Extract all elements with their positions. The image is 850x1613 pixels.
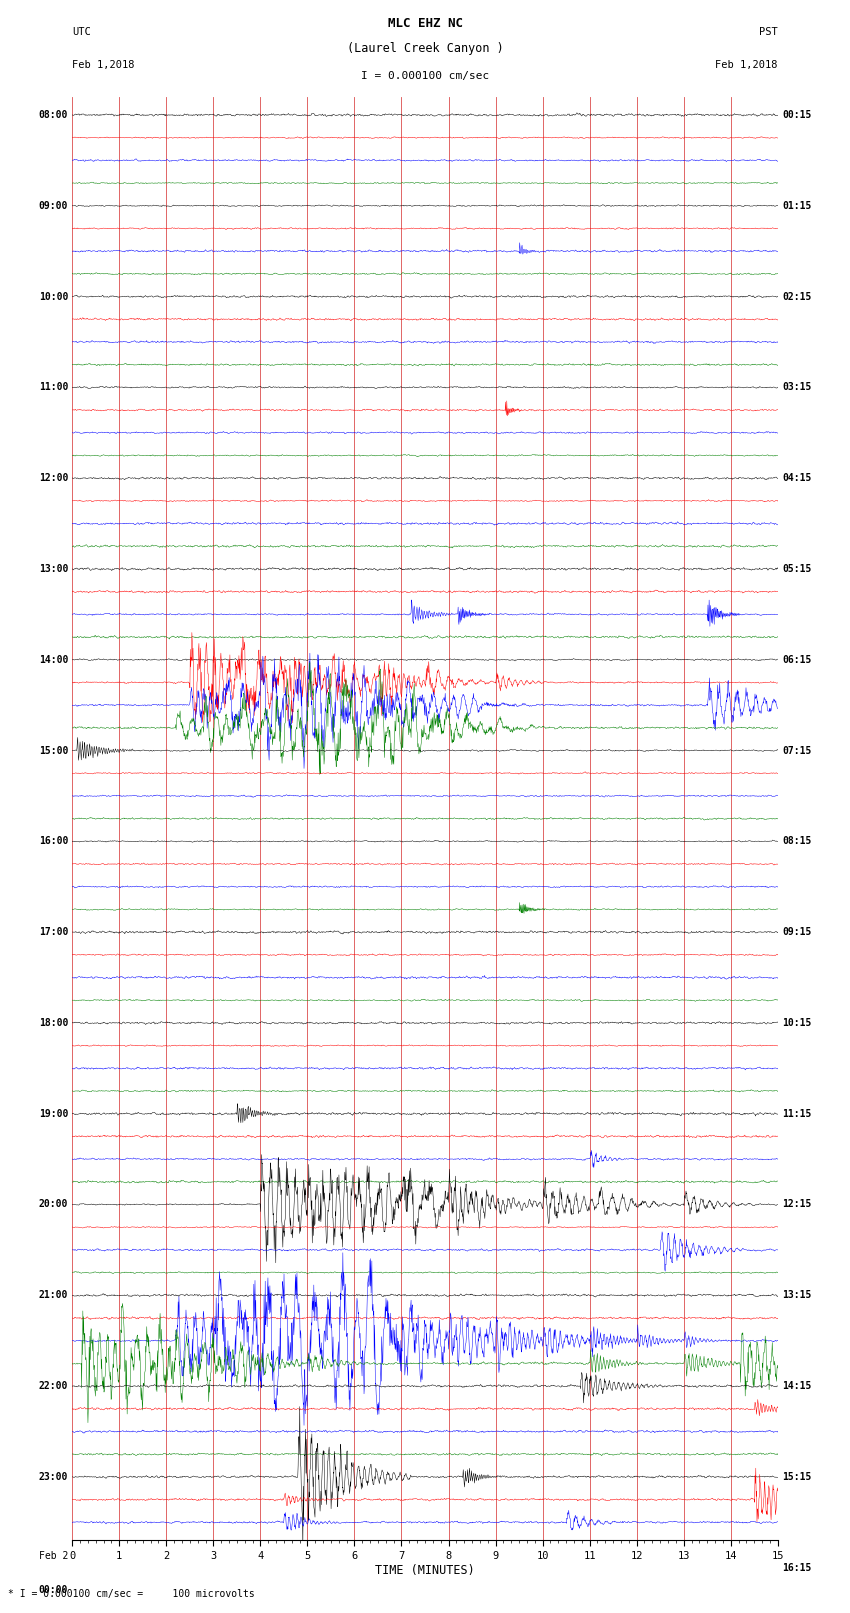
Text: 12:00: 12:00: [38, 473, 68, 484]
Text: 22:00: 22:00: [38, 1381, 68, 1390]
Text: 10:00: 10:00: [38, 292, 68, 302]
Text: 08:15: 08:15: [782, 836, 812, 847]
Text: 01:15: 01:15: [782, 200, 812, 211]
Text: 15:00: 15:00: [38, 745, 68, 755]
Text: 12:15: 12:15: [782, 1200, 812, 1210]
Text: 14:15: 14:15: [782, 1381, 812, 1390]
Text: UTC: UTC: [72, 27, 91, 37]
Text: 02:15: 02:15: [782, 292, 812, 302]
Text: 17:00: 17:00: [38, 927, 68, 937]
Text: 11:00: 11:00: [38, 382, 68, 392]
Text: 00:00: 00:00: [38, 1586, 68, 1595]
Text: MLC EHZ NC: MLC EHZ NC: [388, 16, 462, 29]
Text: 16:15: 16:15: [782, 1563, 812, 1573]
Text: 23:00: 23:00: [38, 1471, 68, 1482]
Text: 20:00: 20:00: [38, 1200, 68, 1210]
Text: 09:15: 09:15: [782, 927, 812, 937]
Text: 00:15: 00:15: [782, 110, 812, 119]
Text: 06:15: 06:15: [782, 655, 812, 665]
Text: 10:15: 10:15: [782, 1018, 812, 1027]
Text: 07:15: 07:15: [782, 745, 812, 755]
Text: 09:00: 09:00: [38, 200, 68, 211]
Text: 11:15: 11:15: [782, 1108, 812, 1119]
Text: 05:15: 05:15: [782, 565, 812, 574]
Text: 13:00: 13:00: [38, 565, 68, 574]
Text: 13:15: 13:15: [782, 1290, 812, 1300]
Text: 21:00: 21:00: [38, 1290, 68, 1300]
Text: I = 0.000100 cm/sec: I = 0.000100 cm/sec: [361, 71, 489, 81]
Text: Feb 1,2018: Feb 1,2018: [715, 60, 778, 69]
Text: 16:00: 16:00: [38, 836, 68, 847]
Text: 14:00: 14:00: [38, 655, 68, 665]
Text: 08:00: 08:00: [38, 110, 68, 119]
Text: PST: PST: [759, 27, 778, 37]
Text: * I = 0.000100 cm/sec =     100 microvolts: * I = 0.000100 cm/sec = 100 microvolts: [8, 1589, 255, 1598]
Text: 03:15: 03:15: [782, 382, 812, 392]
Text: Feb 2: Feb 2: [38, 1552, 68, 1561]
X-axis label: TIME (MINUTES): TIME (MINUTES): [375, 1563, 475, 1576]
Text: (Laurel Creek Canyon ): (Laurel Creek Canyon ): [347, 42, 503, 55]
Text: 15:15: 15:15: [782, 1471, 812, 1482]
Text: 18:00: 18:00: [38, 1018, 68, 1027]
Text: Feb 1,2018: Feb 1,2018: [72, 60, 135, 69]
Text: 19:00: 19:00: [38, 1108, 68, 1119]
Text: 04:15: 04:15: [782, 473, 812, 484]
